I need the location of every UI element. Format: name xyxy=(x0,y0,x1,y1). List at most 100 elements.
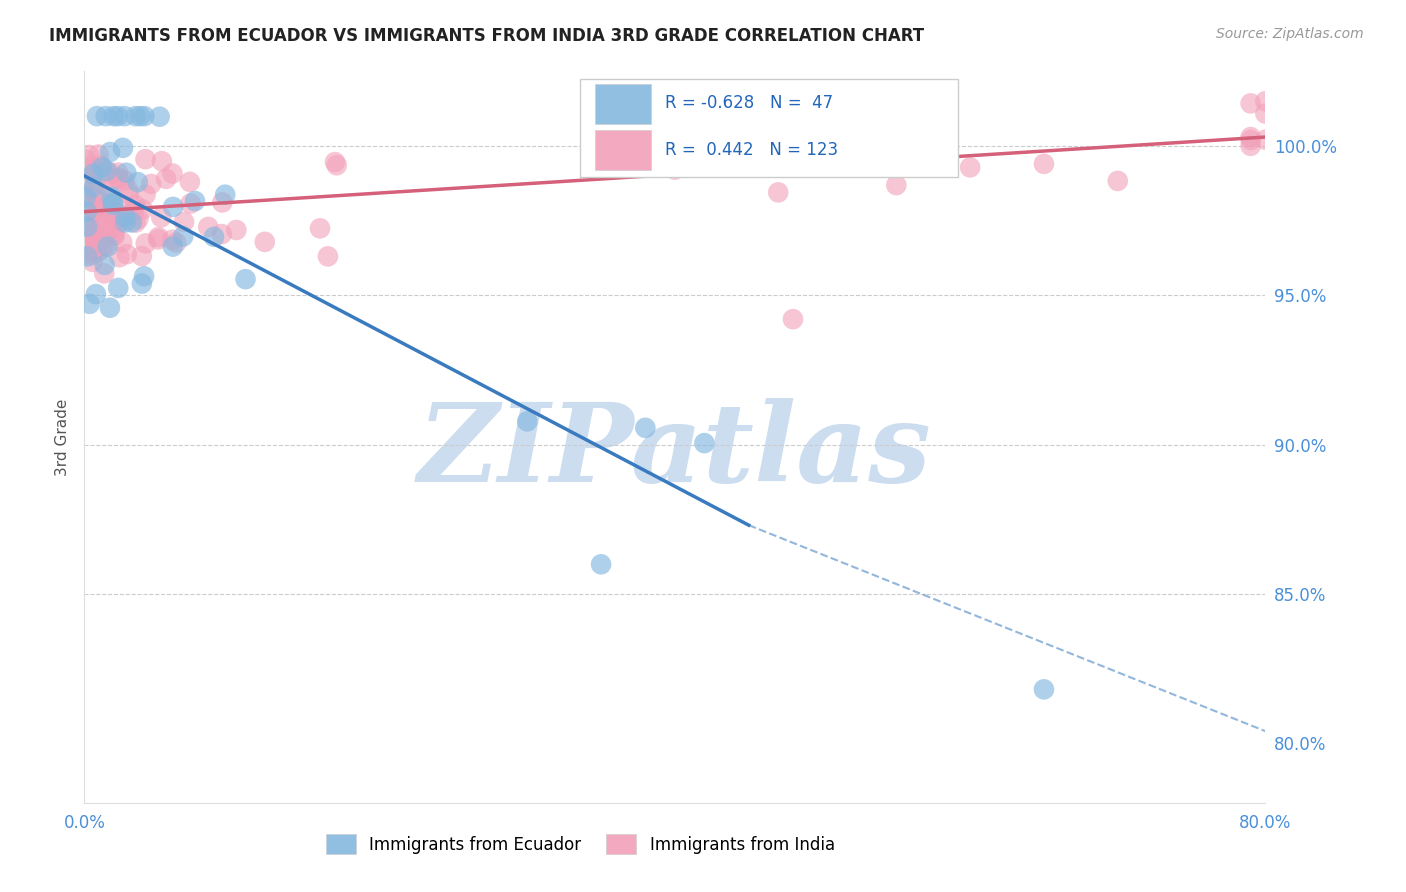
Point xyxy=(93,258,115,272)
Point xyxy=(75,196,97,211)
Point xyxy=(83,177,105,191)
Point xyxy=(886,141,908,155)
Point xyxy=(93,219,115,233)
Point xyxy=(115,166,138,180)
Point xyxy=(117,183,139,197)
Point xyxy=(97,223,120,237)
Text: ZIPatlas: ZIPatlas xyxy=(418,398,932,506)
Point xyxy=(77,148,100,162)
Point xyxy=(80,219,103,233)
Point xyxy=(150,211,173,225)
Text: IMMIGRANTS FROM ECUADOR VS IMMIGRANTS FROM INDIA 3RD GRADE CORRELATION CHART: IMMIGRANTS FROM ECUADOR VS IMMIGRANTS FR… xyxy=(49,27,924,45)
Point xyxy=(83,203,105,218)
Point xyxy=(77,212,100,227)
Point xyxy=(82,201,104,215)
Point xyxy=(84,226,107,240)
Point xyxy=(91,242,114,256)
Point xyxy=(108,250,131,264)
Point xyxy=(1254,94,1277,108)
Point xyxy=(1254,133,1277,147)
Point xyxy=(100,216,122,230)
Point xyxy=(107,170,129,185)
Point xyxy=(75,153,97,167)
Point xyxy=(75,190,97,204)
Point xyxy=(134,109,156,123)
Point xyxy=(91,161,114,175)
Point xyxy=(84,199,107,213)
Point xyxy=(135,187,157,202)
Point xyxy=(82,203,104,218)
Point xyxy=(86,188,108,202)
Point xyxy=(121,215,143,229)
Point xyxy=(75,185,97,199)
Point xyxy=(841,160,863,174)
Point xyxy=(114,211,136,225)
Point xyxy=(103,227,125,242)
Point xyxy=(591,558,613,572)
Point xyxy=(211,195,233,210)
Point xyxy=(211,227,233,241)
Point xyxy=(77,160,100,174)
Point xyxy=(1254,106,1277,120)
Point xyxy=(114,215,136,229)
Point xyxy=(162,239,184,253)
Point xyxy=(97,239,120,253)
Point xyxy=(1033,157,1056,171)
Point xyxy=(768,186,790,200)
Point xyxy=(107,211,129,226)
Point xyxy=(162,166,184,180)
Point xyxy=(149,110,172,124)
Point xyxy=(93,229,115,244)
Point xyxy=(104,220,127,235)
Point xyxy=(150,154,173,169)
Point xyxy=(94,109,117,123)
Point xyxy=(129,109,152,123)
Point xyxy=(107,281,129,295)
Point xyxy=(135,236,157,251)
Point xyxy=(82,232,104,246)
Point xyxy=(325,158,347,172)
Point xyxy=(131,277,153,291)
Point xyxy=(197,219,219,234)
Point xyxy=(98,165,121,179)
Point xyxy=(75,163,97,178)
Point xyxy=(693,436,716,450)
Point xyxy=(125,216,148,230)
Point xyxy=(97,180,120,194)
Text: R =  0.442   N = 123: R = 0.442 N = 123 xyxy=(665,141,838,160)
Point xyxy=(127,211,149,226)
Point xyxy=(87,147,110,161)
Point xyxy=(738,157,761,171)
Point xyxy=(101,195,124,210)
Point xyxy=(91,206,114,220)
Point xyxy=(96,169,118,184)
Point xyxy=(146,232,169,246)
Point xyxy=(104,229,127,244)
Point xyxy=(104,205,127,219)
Point xyxy=(86,109,108,123)
Point xyxy=(172,229,194,244)
Point xyxy=(86,161,108,175)
Point xyxy=(1240,96,1263,111)
Point xyxy=(225,223,247,237)
Point xyxy=(122,205,145,219)
Text: Source: ZipAtlas.com: Source: ZipAtlas.com xyxy=(1216,27,1364,41)
Point xyxy=(118,186,141,201)
Point xyxy=(83,227,105,241)
Point xyxy=(235,272,257,286)
Y-axis label: 3rd Grade: 3rd Grade xyxy=(55,399,70,475)
Point xyxy=(93,266,115,280)
Point xyxy=(173,215,195,229)
Point xyxy=(253,235,276,249)
Point xyxy=(111,141,134,155)
Point xyxy=(886,178,908,192)
Point xyxy=(184,194,207,208)
Point xyxy=(127,175,149,189)
Point xyxy=(107,109,129,123)
Point xyxy=(1240,133,1263,147)
Point xyxy=(141,177,163,191)
Point xyxy=(323,155,346,169)
Point xyxy=(82,255,104,269)
FancyBboxPatch shape xyxy=(595,84,651,124)
Point xyxy=(591,103,613,117)
